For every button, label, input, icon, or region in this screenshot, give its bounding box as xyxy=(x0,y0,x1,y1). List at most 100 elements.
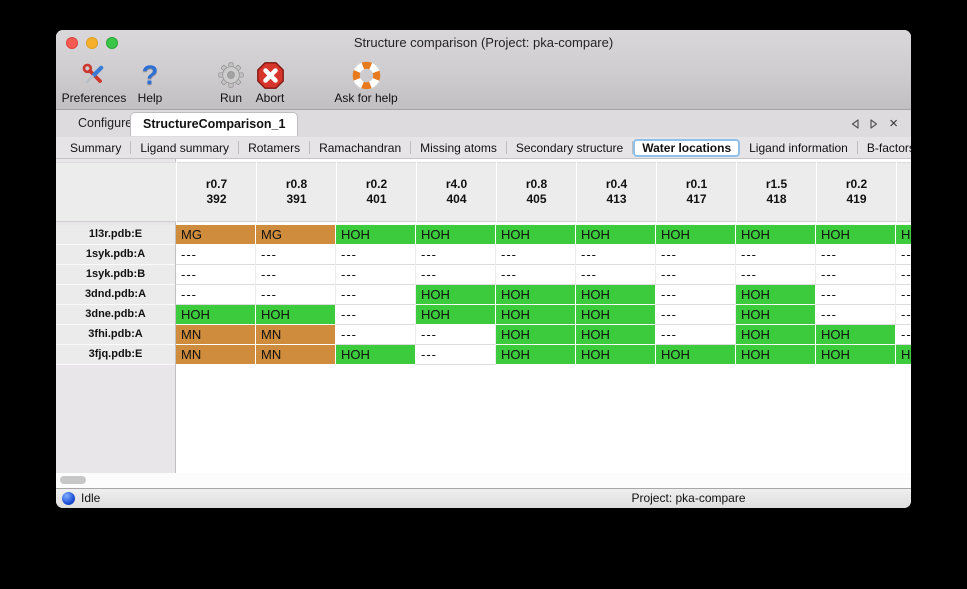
column-header xyxy=(897,162,911,222)
table-cell[interactable]: MG xyxy=(256,225,336,245)
table-cell[interactable]: MN xyxy=(256,345,336,365)
subtab-missing-atoms[interactable]: Missing atoms xyxy=(420,140,497,155)
table-cell[interactable]: --- xyxy=(336,325,416,345)
run-button[interactable]: Run xyxy=(214,60,248,108)
table-cell[interactable]: --- xyxy=(656,245,736,265)
table-cell[interactable]: --- xyxy=(656,305,736,325)
subtab-ligand-summary[interactable]: Ligand summary xyxy=(140,140,230,155)
subtab-rotamers[interactable]: Rotamers xyxy=(248,140,301,155)
tab-scroll-right-button[interactable] xyxy=(870,118,878,129)
zoom-button[interactable] xyxy=(106,37,118,49)
horizontal-scrollbar[interactable] xyxy=(56,473,911,488)
table-cell[interactable]: MN xyxy=(176,325,256,345)
table-cell[interactable]: HOH xyxy=(416,225,496,245)
scrollbar-thumb[interactable] xyxy=(60,476,86,484)
table-cell[interactable]: HOH xyxy=(656,225,736,245)
subtab-water-locations[interactable]: Water locations xyxy=(633,138,741,157)
tab-scroll-left-button[interactable] xyxy=(851,118,859,129)
table-cell[interactable]: --- xyxy=(816,245,896,265)
table-cell[interactable]: HOH xyxy=(496,305,576,325)
abort-button[interactable]: Abort xyxy=(250,60,290,108)
table-cell[interactable]: HOH xyxy=(576,345,656,365)
table-cell[interactable]: HOH xyxy=(736,225,816,245)
subtab-ligand-information[interactable]: Ligand information xyxy=(749,140,848,155)
table-cell[interactable]: --- xyxy=(816,285,896,305)
table-cell[interactable]: --- xyxy=(416,325,496,345)
table-cell[interactable]: MN xyxy=(256,325,336,345)
table-cell[interactable]: --- xyxy=(496,245,576,265)
close-button[interactable] xyxy=(66,37,78,49)
table-cell[interactable]: HOH xyxy=(416,285,496,305)
preferences-button[interactable]: Preferences xyxy=(60,60,128,108)
table-cell[interactable]: HOH xyxy=(816,225,896,245)
table-cell[interactable]: HOH xyxy=(416,305,496,325)
subtab-summary[interactable]: Summary xyxy=(70,140,122,155)
table-cell[interactable]: HOH xyxy=(496,225,576,245)
toolbar-item-label: Abort xyxy=(255,91,285,105)
table-cell[interactable]: MN xyxy=(176,345,256,365)
tab-close-button[interactable]: × xyxy=(889,115,898,132)
gear-icon xyxy=(216,60,246,90)
table-cell[interactable]: --- xyxy=(656,265,736,285)
table-cell[interactable]: --- xyxy=(656,285,736,305)
table-cell[interactable]: HOH xyxy=(496,325,576,345)
table-cell[interactable]: HOH xyxy=(816,345,896,365)
table-cell[interactable]: HOH xyxy=(336,345,416,365)
table-cell[interactable]: --- xyxy=(736,265,816,285)
table-cell[interactable]: --- xyxy=(336,305,416,325)
table-cell[interactable]: --- xyxy=(336,285,416,305)
help-button[interactable]: ? Help xyxy=(132,60,168,108)
tab-configure[interactable]: Configure xyxy=(78,116,133,130)
table-cell[interactable]: HOH xyxy=(816,325,896,345)
table-cell[interactable]: HOH xyxy=(736,285,816,305)
subtab-divider xyxy=(856,141,858,154)
table-cell[interactable]: --- xyxy=(896,265,911,285)
table-cell[interactable]: --- xyxy=(496,265,576,285)
result-tab-bar: Summary Ligand summary Rotamers Ramachan… xyxy=(56,137,911,159)
table-cell[interactable]: --- xyxy=(576,245,656,265)
table-cell[interactable]: HOH xyxy=(656,345,736,365)
subtab-b-factors[interactable]: B-factors xyxy=(866,140,911,155)
table-cell[interactable]: --- xyxy=(576,265,656,285)
table-cell[interactable]: --- xyxy=(816,305,896,325)
minimize-button[interactable] xyxy=(86,37,98,49)
table-cell[interactable]: HOH xyxy=(576,325,656,345)
subtab-ramachandran[interactable]: Ramachandran xyxy=(319,140,402,155)
ask-for-help-button[interactable]: Ask for help xyxy=(328,60,404,108)
table-cell[interactable]: --- xyxy=(416,245,496,265)
table-cell[interactable]: HOH xyxy=(336,225,416,245)
table-cell[interactable]: --- xyxy=(176,265,256,285)
table-cell[interactable]: --- xyxy=(896,285,911,305)
table-cell[interactable]: HOH xyxy=(576,225,656,245)
table-cell[interactable]: --- xyxy=(256,285,336,305)
table-cell[interactable]: HOH xyxy=(576,285,656,305)
table-cell[interactable]: HOH xyxy=(896,225,911,245)
table-cell[interactable]: --- xyxy=(416,265,496,285)
table-cell[interactable]: HOH xyxy=(736,325,816,345)
table-cell[interactable]: HOH xyxy=(496,345,576,365)
tab-structurecomparison-1[interactable]: StructureComparison_1 xyxy=(130,112,299,136)
table-cell[interactable]: --- xyxy=(896,245,911,265)
table-cell[interactable]: HOH xyxy=(736,305,816,325)
table-cell[interactable]: --- xyxy=(656,325,736,345)
table-cell[interactable]: --- xyxy=(816,265,896,285)
table-cell[interactable]: HOH xyxy=(496,285,576,305)
main-tab-bar: Configure StructureComparison_1 × xyxy=(56,110,911,137)
table-cell[interactable]: --- xyxy=(256,245,336,265)
table-cell[interactable]: --- xyxy=(896,305,911,325)
subtab-secondary-structure[interactable]: Secondary structure xyxy=(515,140,624,155)
table-cell[interactable]: HOH xyxy=(736,345,816,365)
table-cell[interactable]: --- xyxy=(336,265,416,285)
table-cell[interactable]: HOH xyxy=(576,305,656,325)
table-cell[interactable]: --- xyxy=(176,285,256,305)
table-cell[interactable]: --- xyxy=(256,265,336,285)
table-cell[interactable]: --- xyxy=(336,245,416,265)
table-cell[interactable]: HOH xyxy=(176,305,256,325)
table-cell[interactable]: --- xyxy=(176,245,256,265)
table-cell[interactable]: --- xyxy=(896,325,911,345)
table-cell[interactable]: HOH xyxy=(896,345,911,365)
table-cell[interactable]: MG xyxy=(176,225,256,245)
table-cell[interactable]: HOH xyxy=(256,305,336,325)
table-cell[interactable]: --- xyxy=(736,245,816,265)
table-cell[interactable]: --- xyxy=(416,345,496,365)
